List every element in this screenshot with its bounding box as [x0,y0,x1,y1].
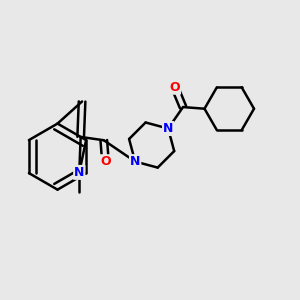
Text: O: O [169,81,180,94]
Text: N: N [163,122,173,135]
Text: N: N [74,166,85,179]
Text: O: O [100,155,111,168]
Text: N: N [130,155,140,168]
